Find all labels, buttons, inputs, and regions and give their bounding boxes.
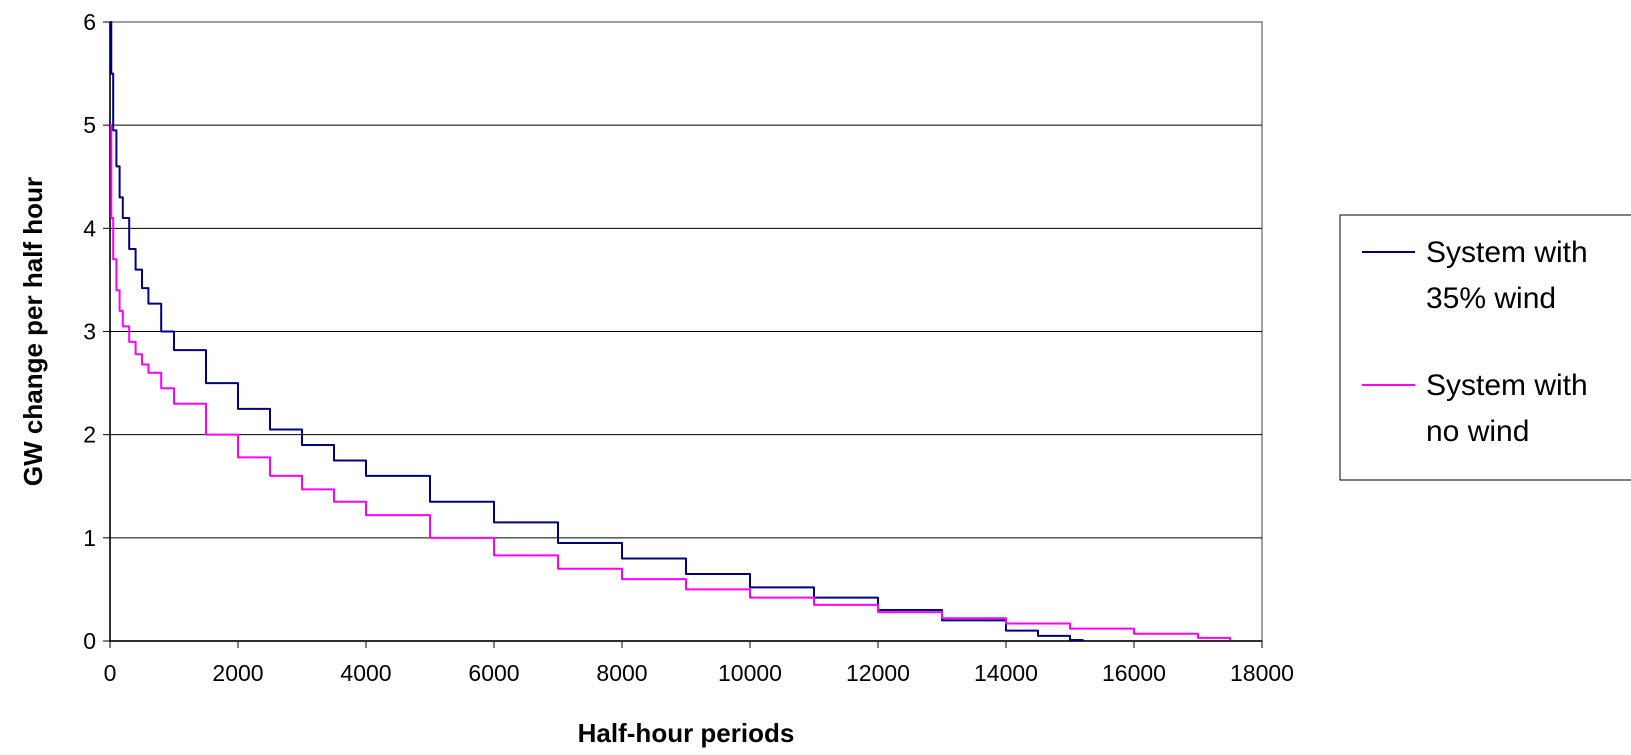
- y-tick-label-3: 3: [83, 319, 96, 345]
- y-tick-label-1: 1: [83, 525, 96, 551]
- y-axis-title: GW change per half hour: [18, 177, 48, 486]
- legend-label-1-1: no wind: [1426, 415, 1529, 448]
- x-tick-label-6: 12000: [846, 660, 910, 686]
- legend-box: [1339, 214, 1631, 481]
- x-tick-label-2: 4000: [340, 660, 391, 686]
- y-tick-label-2: 2: [83, 422, 96, 448]
- x-tick-label-0: 0: [104, 660, 117, 686]
- x-tick-label-9: 18000: [1230, 660, 1294, 686]
- x-tick-label-8: 16000: [1102, 660, 1166, 686]
- x-tick-label-4: 8000: [596, 660, 647, 686]
- series-line-1: [110, 124, 1231, 640]
- x-tick-label-7: 14000: [974, 660, 1038, 686]
- x-axis-ticks: 0 2000 4000 6000 8000 10000 12000 14000 16000 180…: [104, 640, 1294, 686]
- y-tick-label-5: 5: [83, 112, 96, 138]
- legend: System with 35% wind System with no wind: [1339, 214, 1631, 481]
- y-tick-label-4: 4: [83, 215, 96, 241]
- x-tick-label-1: 2000: [212, 660, 263, 686]
- legend-label-0-0: System with: [1426, 236, 1588, 269]
- x-tick-label-3: 6000: [468, 660, 519, 686]
- legend-label-1-0: System with: [1426, 369, 1588, 402]
- x-tick-label-5: 10000: [718, 660, 782, 686]
- series-layer: [110, 21, 1231, 641]
- legend-label-0-1: 35% wind: [1426, 282, 1556, 315]
- y-tick-label-0: 0: [83, 628, 96, 654]
- y-tick-label-6: 6: [83, 9, 96, 35]
- x-axis-title: Half-hour periods: [578, 718, 795, 748]
- y-axis-ticks: 0 1 2 3 4 5 6: [83, 9, 111, 654]
